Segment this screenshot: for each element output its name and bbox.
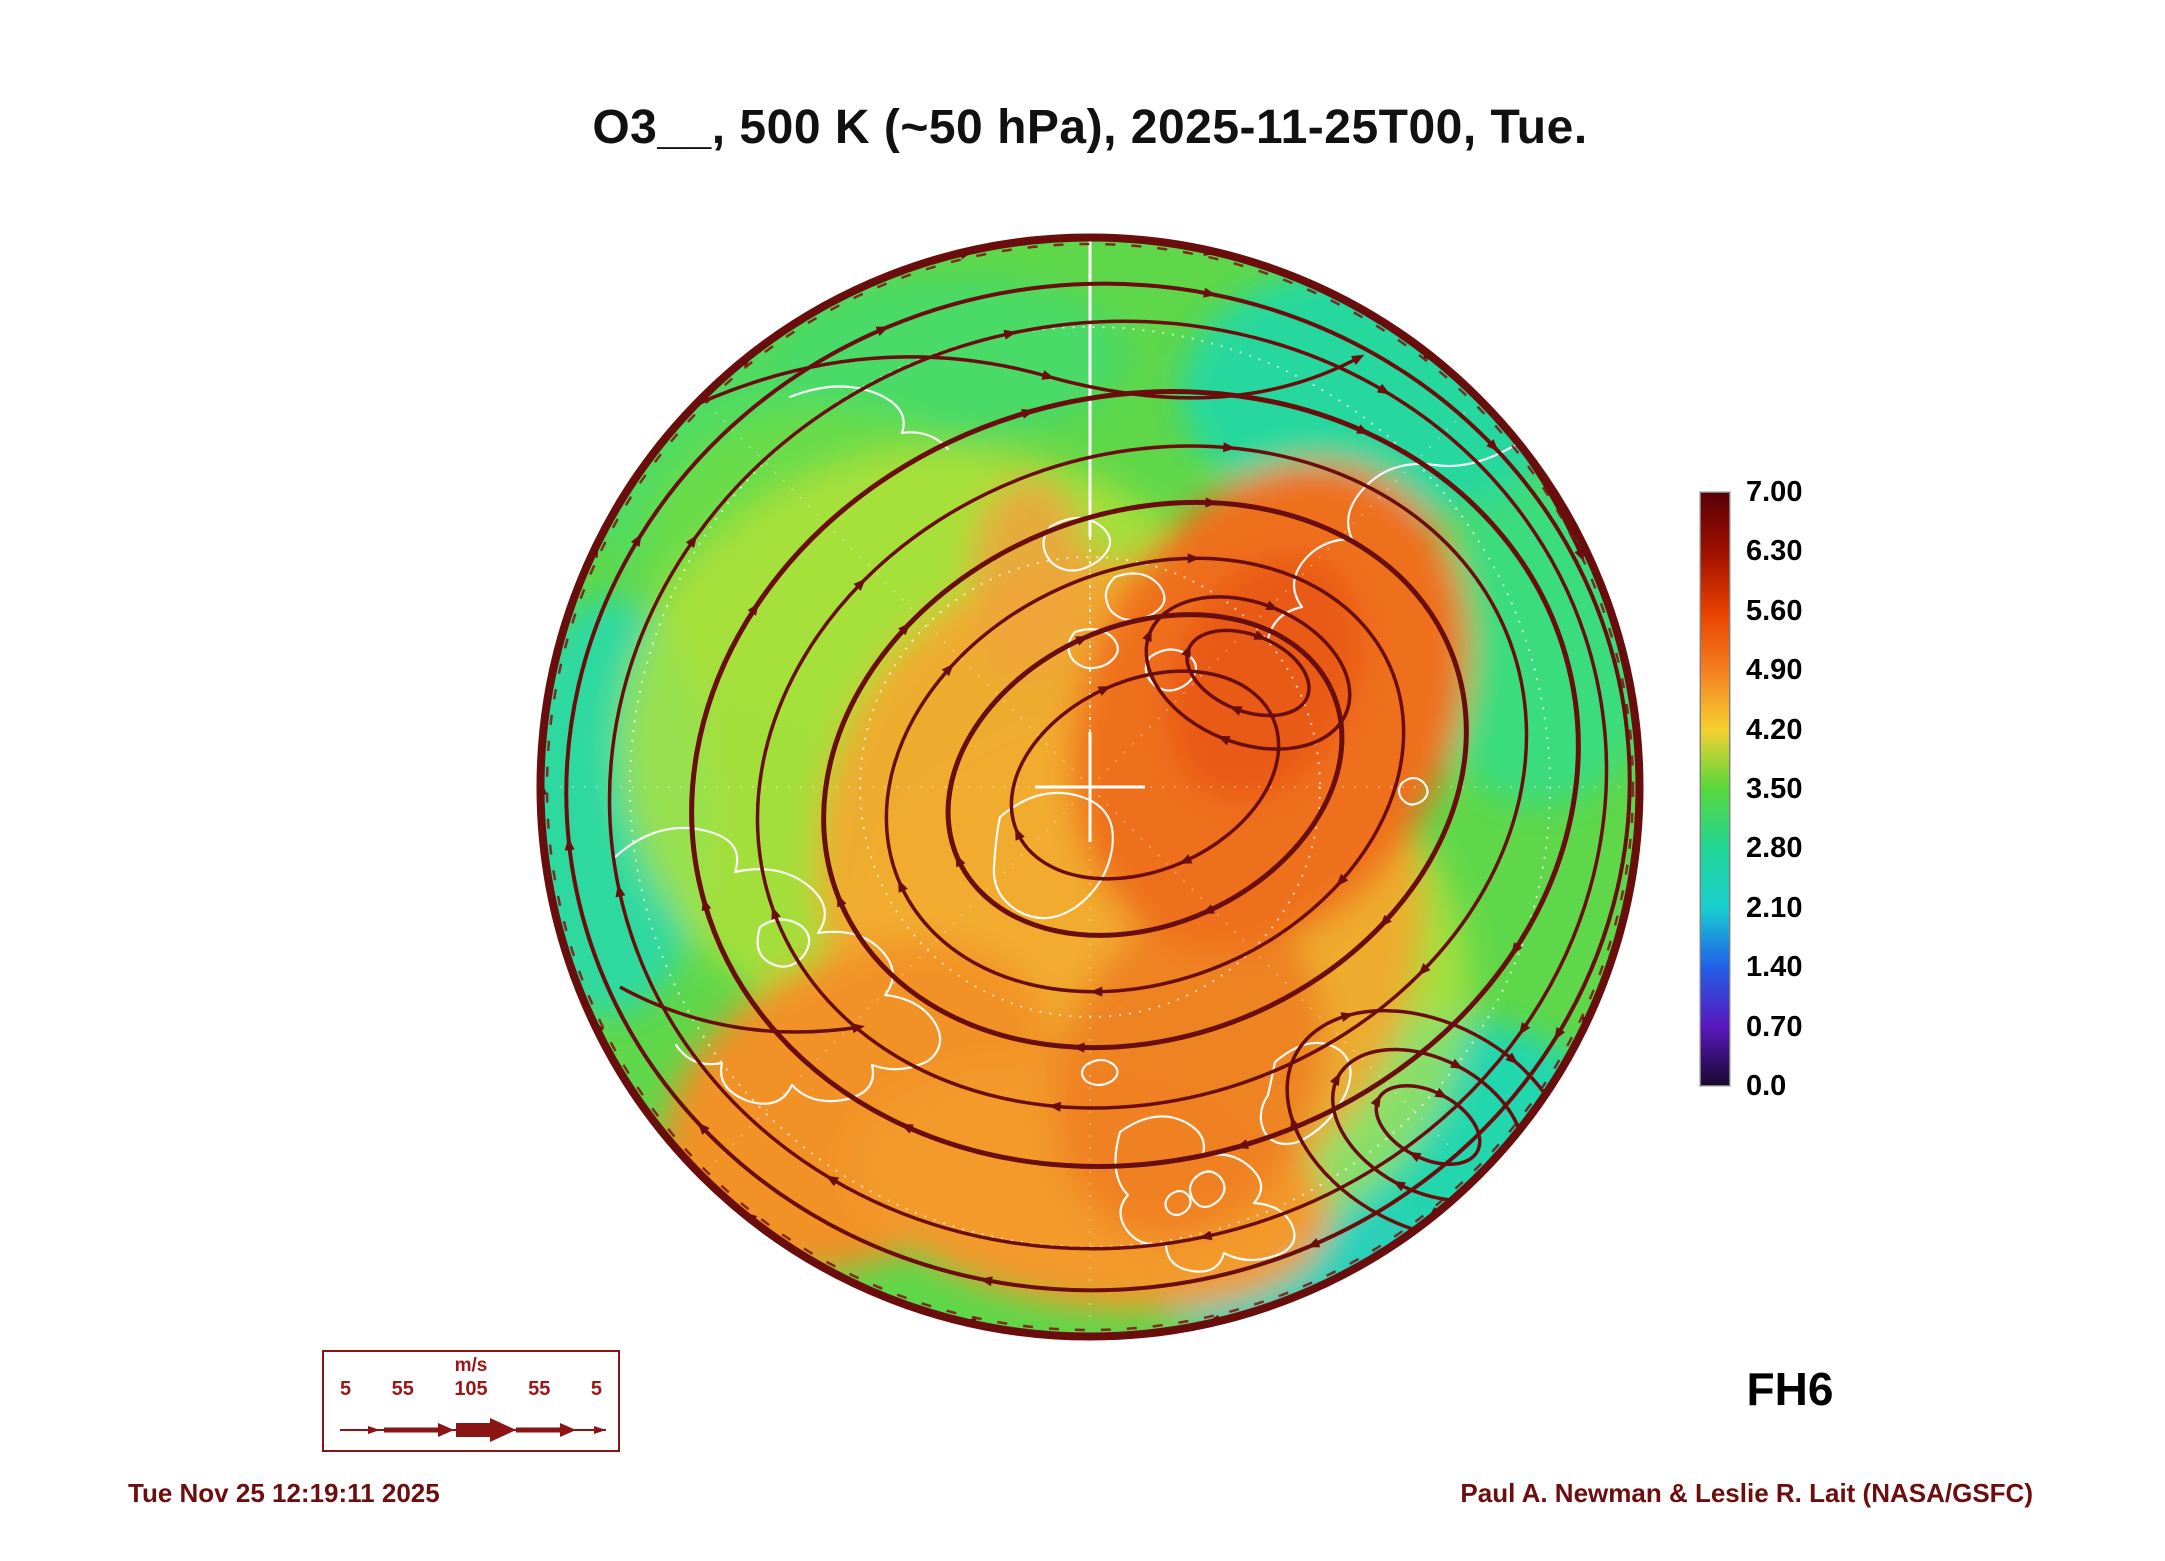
wind-arrow-icon [340, 1418, 606, 1442]
page-title: O3__, 500 K (~50 hPa), 2025-11-25T00, Tu… [592, 101, 1588, 154]
colorbar-tick-label: 4.20 [1746, 714, 1803, 746]
forecast-hour-label: FH6 [1746, 1363, 1834, 1415]
polar-map [536, 233, 1644, 1341]
wind-unit-label: m/s [454, 1355, 488, 1376]
wind-speed-label: 55 [528, 1378, 551, 1400]
map-rim [536, 233, 1644, 1341]
wind-speed-label: 55 [391, 1378, 414, 1400]
colorbar-tick-label: 3.50 [1746, 773, 1803, 805]
colorbar-tick-label: 6.30 [1746, 535, 1803, 567]
colorbar-tick-label: 2.80 [1746, 832, 1803, 864]
colorbar-tick-label: 5.60 [1746, 595, 1803, 627]
colorbar-tick-label: 7.00 [1746, 476, 1803, 508]
colorbar [1700, 492, 1730, 1086]
wind-speed-label: 5 [590, 1378, 602, 1400]
colorbar-tick-label: 1.40 [1746, 951, 1803, 983]
wind-speed-label: 5 [340, 1378, 352, 1400]
credit: Paul A. Newman & Leslie R. Lait (NASA/GS… [1460, 1478, 2033, 1508]
colorbar-tick-label: 0.0 [1746, 1070, 1787, 1102]
timestamp: Tue Nov 25 12:19:11 2025 [128, 1478, 440, 1508]
wind-speed-values: 5 55 105 55 5 [324, 1378, 618, 1401]
colorbar-tick-label: 0.70 [1746, 1011, 1803, 1043]
wind-speed-label: 105 [454, 1378, 488, 1400]
colorbar-tick-label: 2.10 [1746, 892, 1803, 924]
wind-speed-legend: m/s 5 55 105 55 5 [322, 1350, 620, 1452]
colorbar-tick-label: 4.90 [1746, 654, 1803, 686]
